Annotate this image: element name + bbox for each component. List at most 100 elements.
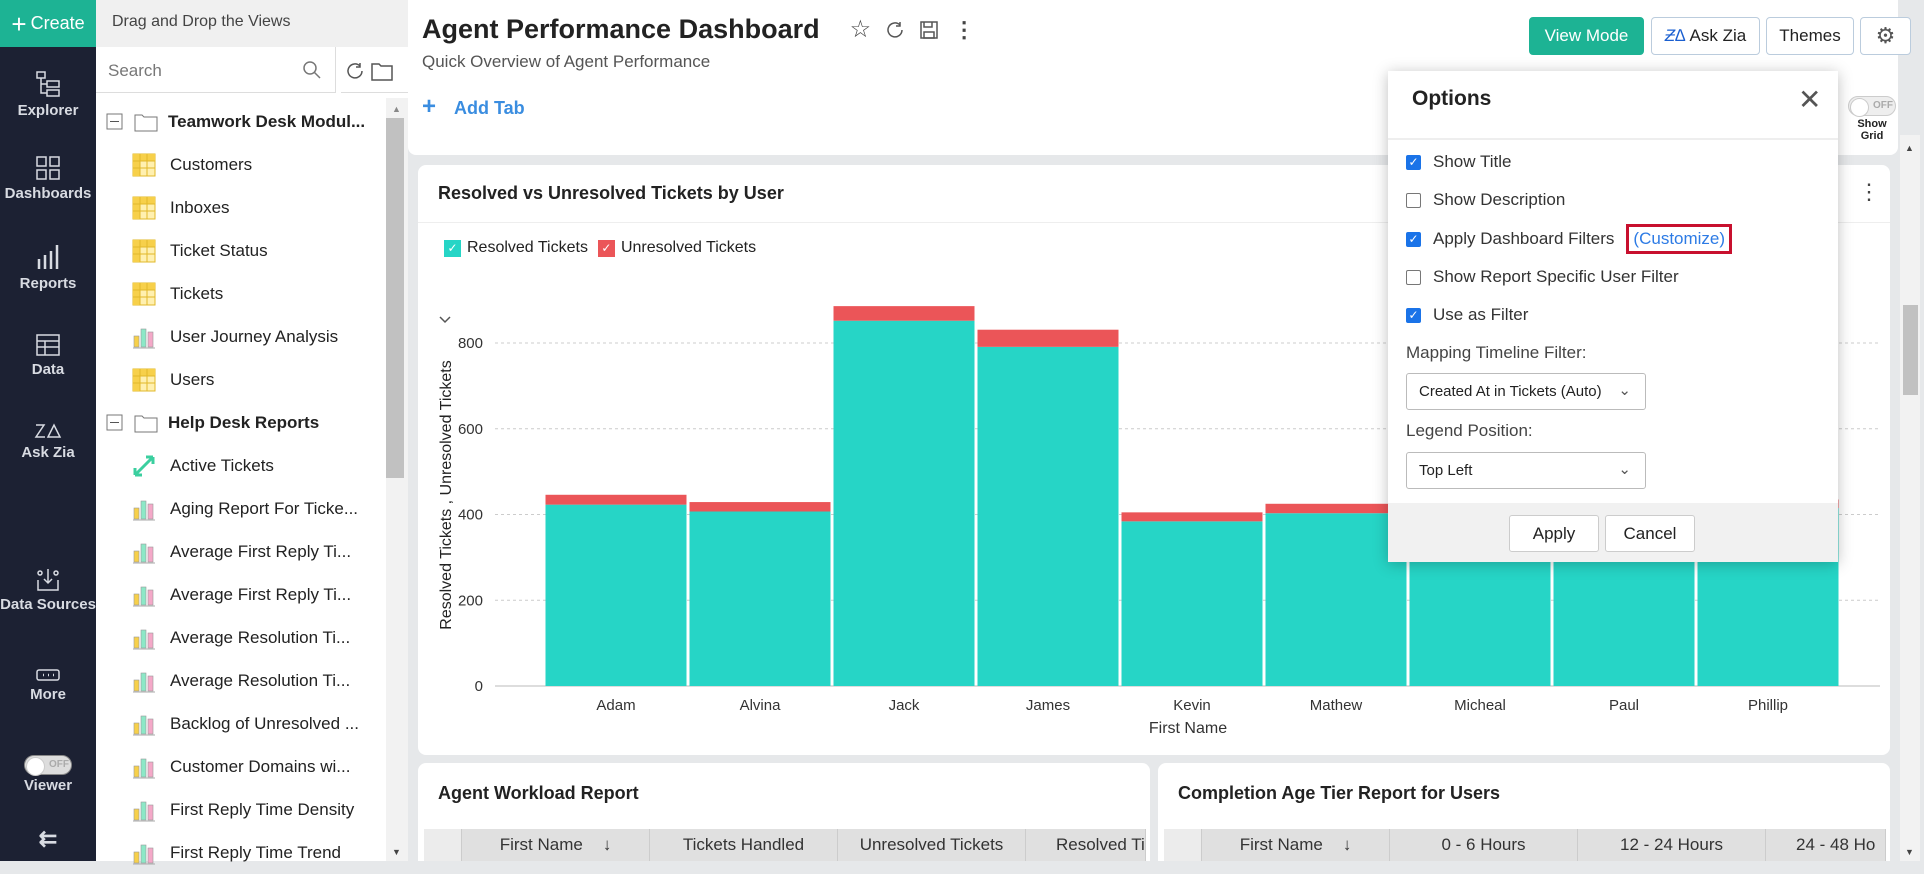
tree-item[interactable]: User Journey Analysis: [96, 315, 386, 358]
column-header[interactable]: First Name ↓: [462, 829, 650, 861]
card-menu-icon[interactable]: ⋮: [1858, 179, 1880, 204]
tree-item[interactable]: Aging Report For Ticke...: [96, 487, 386, 530]
nav-label: Explorer: [17, 102, 79, 119]
folder-row[interactable]: Help Desk Reports: [96, 401, 386, 444]
bar-resolved-mathew[interactable]: [1265, 513, 1407, 686]
checkbox-unchecked-icon[interactable]: [1406, 192, 1421, 208]
bar-unresolved-james[interactable]: [977, 329, 1119, 347]
bar-resolved-adam[interactable]: [545, 504, 687, 686]
search-input[interactable]: Search: [96, 47, 336, 93]
tree-item[interactable]: Inboxes: [96, 186, 386, 229]
toggle-state: OFF: [49, 759, 69, 770]
reports-icon: [37, 245, 59, 269]
tree-item[interactable]: First Reply Time Trend: [96, 831, 386, 874]
view-mode-button[interactable]: View Mode: [1529, 17, 1644, 55]
main-scroll-thumb[interactable]: [1903, 305, 1918, 395]
tree-item[interactable]: Average First Reply Ti...: [96, 573, 386, 616]
explorer-scroll-thumb[interactable]: [386, 118, 404, 478]
legend-item-unresolved[interactable]: ✓ Unresolved Tickets: [597, 239, 756, 257]
tree-item[interactable]: First Reply Time Density: [96, 788, 386, 831]
completion-age-card: Completion Age Tier Report for Users Fir…: [1158, 763, 1890, 861]
nav-reports[interactable]: Reports: [0, 243, 96, 292]
add-tab-button[interactable]: + Add Tab: [422, 95, 525, 119]
mapping-timeline-select[interactable]: Created At in Tickets (Auto) ⌄: [1406, 373, 1646, 410]
checkbox-unchecked-icon[interactable]: [1406, 269, 1421, 285]
search-placeholder: Search: [108, 61, 162, 80]
sort-down-icon[interactable]: ↓: [1342, 835, 1352, 854]
tree-item[interactable]: Average First Reply Ti...: [96, 530, 386, 573]
star-icon[interactable]: ☆: [849, 16, 872, 43]
bar-resolved-alvina[interactable]: [689, 511, 831, 686]
column-header[interactable]: First Name ↓: [1202, 829, 1390, 861]
tree-item[interactable]: Tickets: [96, 272, 386, 315]
bar-unresolved-adam[interactable]: [545, 494, 687, 505]
save-icon[interactable]: [919, 20, 939, 40]
bar-resolved-jack[interactable]: [833, 320, 975, 686]
bar-unresolved-jack[interactable]: [833, 306, 975, 321]
tree-item[interactable]: Users: [96, 358, 386, 401]
column-header[interactable]: Resolved Ti: [1026, 829, 1146, 861]
column-header[interactable]: Unresolved Tickets: [838, 829, 1026, 861]
viewer-toggle[interactable]: OFF Viewer: [0, 755, 96, 794]
bar-resolved-james[interactable]: [977, 346, 1119, 686]
y-axis-title: Resolved Tickets , Unresolved Tickets: [438, 360, 455, 629]
bar-unresolved-alvina[interactable]: [689, 502, 831, 512]
close-icon[interactable]: ✕: [1798, 84, 1822, 115]
refresh-icon[interactable]: [345, 61, 365, 81]
customize-link[interactable]: (Customize): [1626, 224, 1733, 254]
tree-item[interactable]: Customers: [96, 143, 386, 186]
show-grid-toggle[interactable]: OFF Show Grid: [1846, 96, 1898, 142]
tree-item[interactable]: Ticket Status: [96, 229, 386, 272]
folder-row[interactable]: Teamwork Desk Modul...: [96, 100, 386, 143]
checkbox-checked-icon[interactable]: ✓: [1406, 231, 1421, 247]
tree-item[interactable]: Average Resolution Ti...: [96, 616, 386, 659]
collapse-icon[interactable]: ⇇: [38, 826, 58, 851]
column-header[interactable]: 0 - 6 Hours: [1390, 829, 1578, 861]
toggle-switch[interactable]: OFF: [1848, 96, 1896, 117]
chevron-down-icon[interactable]: [439, 316, 451, 324]
apply-dashboard-filters-checkbox[interactable]: ✓ Apply Dashboard Filters (Customize): [1406, 224, 1733, 254]
folder-label: Teamwork Desk Modul...: [168, 111, 366, 131]
collapse-box-icon[interactable]: [106, 414, 124, 432]
bar-unresolved-kevin[interactable]: [1121, 512, 1263, 522]
settings-gear-icon[interactable]: ⚙: [1860, 17, 1911, 55]
sort-down-icon[interactable]: ↓: [602, 835, 612, 854]
nav-dashboards[interactable]: Dashboards: [0, 155, 96, 202]
select-value: Created At in Tickets (Auto): [1419, 383, 1602, 400]
search-icon[interactable]: [303, 61, 321, 79]
legend-position-select[interactable]: Top Left ⌄: [1406, 452, 1646, 489]
tree-item[interactable]: Customer Domains wi...: [96, 745, 386, 788]
ask-zia-button[interactable]: Ƶ∆ Ask Zia: [1651, 17, 1760, 55]
tree-item[interactable]: Backlog of Unresolved ...: [96, 702, 386, 745]
dashboards-icon: [36, 156, 60, 180]
user-filter-checkbox[interactable]: Show Report Specific User Filter: [1406, 267, 1679, 287]
tree-item[interactable]: Average Resolution Ti...: [96, 659, 386, 702]
column-header[interactable]: 24 - 48 Ho: [1766, 829, 1886, 861]
toggle-switch[interactable]: OFF: [24, 755, 72, 776]
use-as-filter-checkbox[interactable]: ✓ Use as Filter: [1406, 305, 1528, 325]
tree-item[interactable]: Active Tickets: [96, 444, 386, 487]
nav-data[interactable]: Data: [0, 333, 96, 378]
checkbox-checked-icon[interactable]: ✓: [1406, 307, 1421, 323]
main-scrollbar[interactable]: ▲ ▼: [1900, 135, 1920, 861]
more-options-icon[interactable]: ⋮: [953, 16, 976, 42]
checkbox-checked-icon[interactable]: ✓: [1406, 154, 1421, 170]
nav-ask-zia[interactable]: Ask Zia: [0, 422, 96, 461]
nav-more[interactable]: More: [0, 668, 96, 703]
refresh-icon[interactable]: [885, 20, 905, 40]
create-button[interactable]: + Create: [0, 0, 96, 47]
cancel-button[interactable]: Cancel: [1605, 515, 1695, 552]
apply-button[interactable]: Apply: [1509, 515, 1599, 552]
nav-data-sources[interactable]: Data Sources: [0, 566, 96, 613]
legend-item-resolved[interactable]: ✓ Resolved Tickets: [444, 239, 588, 257]
column-header[interactable]: Tickets Handled: [650, 829, 838, 861]
nav-explorer[interactable]: Explorer: [0, 70, 96, 119]
bar-resolved-kevin[interactable]: [1121, 521, 1263, 686]
show-description-checkbox[interactable]: Show Description: [1406, 190, 1565, 210]
column-header[interactable]: 12 - 24 Hours: [1578, 829, 1766, 861]
bar-unresolved-mathew[interactable]: [1265, 503, 1407, 514]
folder-icon[interactable]: [371, 61, 393, 81]
show-title-checkbox[interactable]: ✓ Show Title: [1406, 152, 1511, 172]
collapse-box-icon[interactable]: [106, 113, 124, 131]
themes-button[interactable]: Themes: [1766, 17, 1854, 55]
